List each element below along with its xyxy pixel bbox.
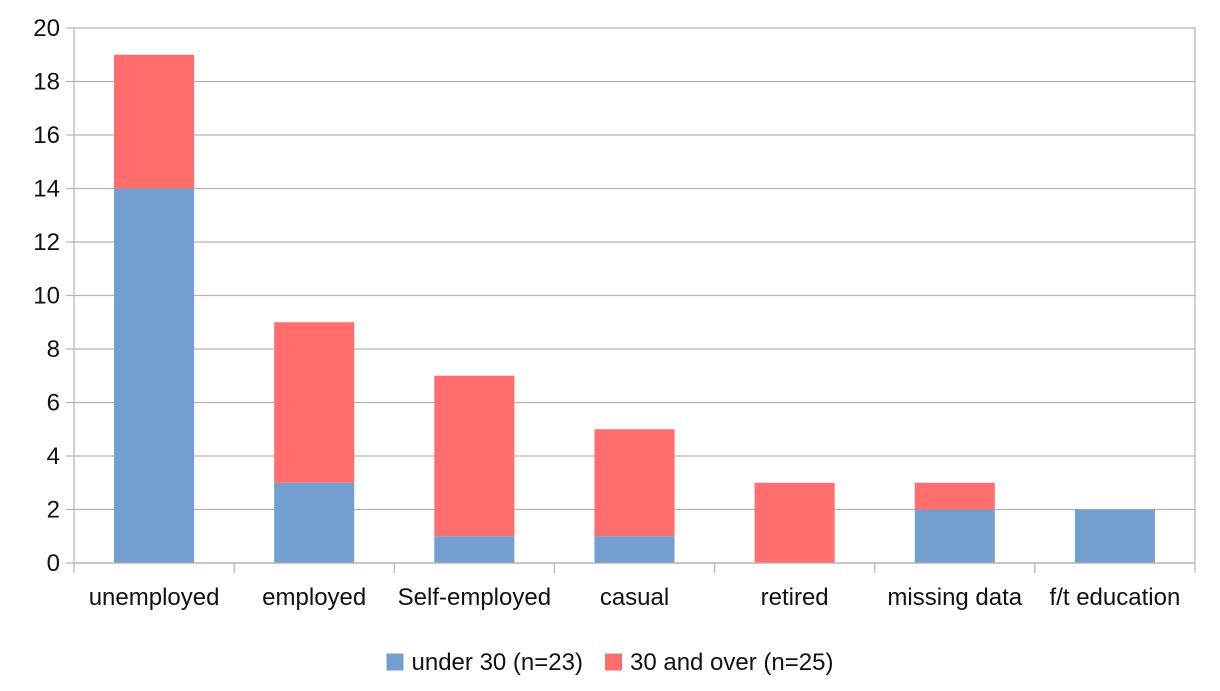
bar-segment-under-30 bbox=[1074, 509, 1155, 563]
x-tick-label: missing data bbox=[887, 584, 1022, 611]
y-tick-label: 10 bbox=[33, 283, 60, 310]
bar-segment-under-30 bbox=[914, 509, 995, 563]
bar-segment-under-30 bbox=[594, 536, 675, 563]
axes: 0 2 4 6 8 10 12 14 16 18 20 unemployed employed Self-… bbox=[33, 15, 1196, 611]
x-tick-label: unemployed bbox=[89, 584, 220, 611]
legend-label: under 30 (n=23) bbox=[412, 649, 583, 676]
y-tick-label: 6 bbox=[47, 390, 60, 417]
legend: under 30 (n=23) 30 and over (n=25) bbox=[386, 649, 833, 676]
legend-swatch bbox=[604, 653, 622, 671]
x-tick-label: retired bbox=[761, 584, 829, 611]
bar-segment-30-and-over bbox=[914, 482, 995, 510]
legend-swatch bbox=[386, 653, 404, 671]
bar-segment-under-30 bbox=[274, 482, 355, 563]
bar-segment-under-30 bbox=[434, 536, 515, 563]
y-tick-label: 12 bbox=[33, 229, 60, 256]
y-tick-label: 14 bbox=[33, 176, 60, 203]
y-tick-label: 20 bbox=[33, 15, 60, 42]
grid-lines bbox=[74, 27, 1195, 564]
y-tick-label: 2 bbox=[47, 497, 60, 524]
x-tick-label: employed bbox=[262, 584, 366, 611]
x-tick-label: f/t education bbox=[1050, 584, 1181, 611]
y-tick-label: 8 bbox=[47, 336, 60, 363]
bar-segment-30-and-over bbox=[434, 375, 515, 537]
bar-segment-30-and-over bbox=[754, 482, 835, 563]
legend-label: 30 and over (n=25) bbox=[630, 649, 833, 676]
y-tick-label: 4 bbox=[47, 443, 60, 470]
y-tick-label: 16 bbox=[33, 122, 60, 149]
legend-item: 30 and over (n=25) bbox=[604, 649, 833, 676]
bar-segment-under-30 bbox=[114, 188, 195, 563]
x-tick-label: casual bbox=[600, 584, 669, 611]
y-tick-label: 0 bbox=[47, 550, 60, 577]
y-tick-label: 18 bbox=[33, 69, 60, 96]
bar-segment-30-and-over bbox=[114, 54, 195, 189]
bar-segment-30-and-over bbox=[594, 429, 675, 537]
bars bbox=[114, 54, 1155, 563]
legend-item: under 30 (n=23) bbox=[386, 649, 583, 676]
x-tick-label: Self-employed bbox=[398, 584, 551, 611]
bar-segment-30-and-over bbox=[274, 322, 355, 483]
